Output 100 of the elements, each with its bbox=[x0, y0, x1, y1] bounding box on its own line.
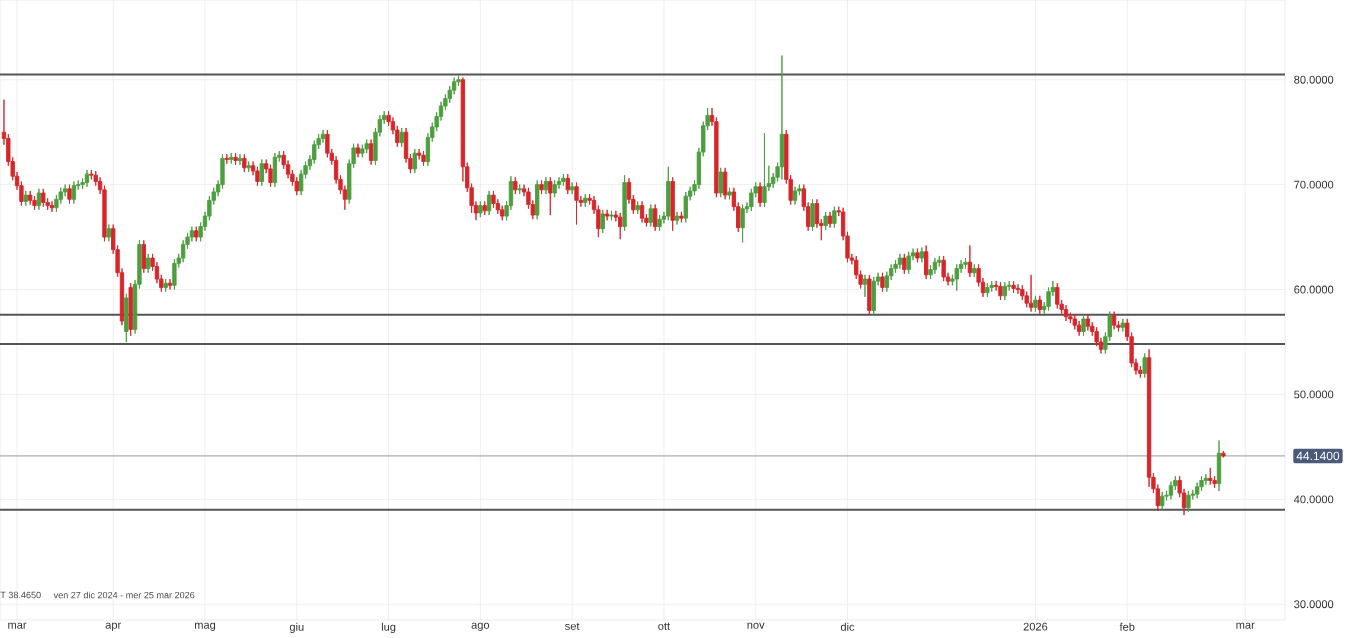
candlestick bbox=[932, 257, 938, 275]
candlestick bbox=[1081, 314, 1086, 337]
candlestick bbox=[229, 152, 234, 165]
candlestick bbox=[583, 193, 588, 208]
x-tick-label: giu bbox=[289, 622, 304, 634]
candlestick bbox=[897, 253, 903, 270]
candlestick bbox=[963, 257, 968, 270]
candlestick bbox=[871, 276, 876, 316]
candlestick bbox=[967, 245, 973, 278]
candlestick bbox=[478, 200, 483, 218]
candlestick bbox=[1120, 318, 1126, 332]
candlestick bbox=[1216, 440, 1222, 492]
candlestick bbox=[985, 282, 990, 298]
x-tick-label: 2026 bbox=[1023, 622, 1048, 631]
x-tick-label: mar bbox=[8, 622, 27, 629]
candlestick bbox=[539, 179, 544, 195]
candlestick bbox=[552, 179, 557, 198]
candlestick bbox=[399, 127, 404, 148]
candlestick bbox=[1037, 295, 1042, 315]
x-tick-label: mar bbox=[1236, 622, 1255, 629]
candlestick bbox=[128, 282, 133, 337]
x-tick-label: ago bbox=[471, 622, 490, 631]
candlestick bbox=[259, 158, 264, 187]
candlestick bbox=[163, 278, 168, 293]
candlestick bbox=[421, 150, 426, 167]
candlestick bbox=[28, 190, 33, 206]
candlestick bbox=[355, 143, 361, 158]
candlestick bbox=[618, 212, 623, 240]
candlestick bbox=[915, 248, 920, 263]
candlestick bbox=[360, 144, 365, 158]
x-tick-label: set bbox=[565, 622, 580, 630]
candlestick bbox=[272, 152, 278, 188]
candlestick bbox=[757, 182, 763, 208]
candlestick bbox=[412, 148, 417, 174]
candlestick bbox=[1063, 304, 1069, 322]
candlestick bbox=[32, 195, 37, 211]
candlestick bbox=[666, 166, 671, 221]
y-tick-label: 50.0000 bbox=[1294, 390, 1334, 399]
candlestick bbox=[513, 176, 518, 195]
candlestick bbox=[255, 166, 260, 187]
y-tick-label: 60.0000 bbox=[1294, 285, 1334, 294]
candlestick bbox=[106, 224, 112, 242]
candlestick bbox=[1186, 490, 1191, 513]
candlestick bbox=[906, 251, 911, 275]
candlestick bbox=[648, 204, 653, 228]
y-tick-label: 70.0000 bbox=[1294, 180, 1334, 189]
candlestick bbox=[1160, 491, 1165, 511]
candlestick bbox=[1142, 353, 1147, 379]
candlestick bbox=[653, 204, 658, 232]
candlestick bbox=[867, 274, 872, 316]
candlestick bbox=[233, 152, 238, 166]
candlestick bbox=[1028, 274, 1034, 313]
candlestick bbox=[1033, 295, 1038, 313]
candlestick bbox=[364, 139, 369, 154]
candlestick bbox=[740, 204, 745, 243]
candlestick bbox=[535, 179, 540, 220]
candlestick bbox=[823, 211, 828, 231]
candlestick bbox=[124, 293, 129, 343]
y-tick-label: 40.0000 bbox=[1293, 495, 1334, 504]
candlestick bbox=[604, 209, 610, 221]
candlestick bbox=[827, 211, 833, 229]
candlestick bbox=[246, 161, 251, 173]
candlestick bbox=[762, 132, 767, 208]
candlestick bbox=[727, 187, 732, 200]
candlestick bbox=[146, 253, 151, 274]
candlestick bbox=[902, 253, 907, 275]
candlestick bbox=[832, 206, 837, 229]
candlestick bbox=[880, 272, 885, 293]
candlestick bbox=[565, 173, 570, 195]
candlestick bbox=[1111, 311, 1117, 330]
candlestick bbox=[194, 226, 199, 242]
candlestick bbox=[49, 200, 55, 213]
annotation: T 38.4650 bbox=[0, 591, 41, 599]
candlestick bbox=[718, 167, 723, 198]
ref-line-label: 44.1400 bbox=[1296, 451, 1340, 461]
x-tick-label: mag bbox=[194, 622, 216, 631]
candlestick bbox=[23, 190, 28, 207]
candlestick bbox=[167, 278, 173, 290]
candlestick bbox=[486, 190, 492, 216]
candlestick bbox=[924, 245, 929, 280]
x-tick-label: dic bbox=[840, 622, 855, 631]
candlestick bbox=[919, 247, 924, 263]
candlestick bbox=[482, 200, 487, 216]
candlestick bbox=[941, 255, 946, 282]
candlestick bbox=[639, 200, 645, 223]
candlestick bbox=[242, 153, 247, 173]
candlestick bbox=[71, 181, 77, 204]
annotation: ven 27 dic 2024 - mer 25 mar 2026 bbox=[53, 591, 195, 599]
candlestick bbox=[67, 184, 72, 204]
candlestick bbox=[998, 281, 1003, 301]
candlestick bbox=[41, 188, 46, 208]
candlestick bbox=[779, 55, 785, 180]
candlestick bbox=[569, 182, 575, 195]
candlestick bbox=[972, 263, 977, 278]
candlestick bbox=[561, 173, 566, 187]
x-tick-label: lug bbox=[381, 622, 396, 634]
candlestick bbox=[679, 211, 684, 223]
candlestick bbox=[722, 167, 728, 200]
candlestick bbox=[237, 153, 243, 166]
candlestick bbox=[517, 184, 522, 195]
